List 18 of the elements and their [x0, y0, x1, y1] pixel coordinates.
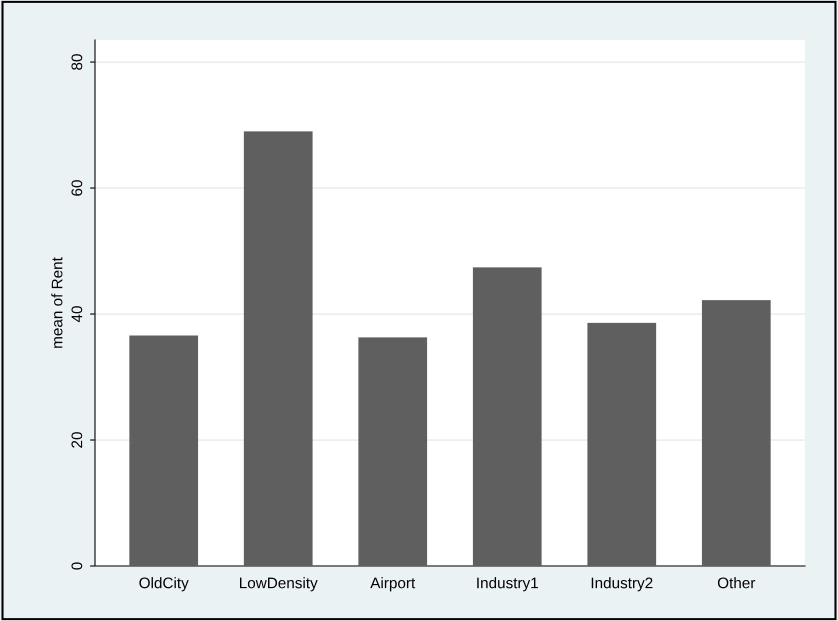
bar [244, 131, 313, 566]
x-tick-label: LowDensity [240, 577, 318, 592]
x-tick-label: Other [718, 577, 756, 588]
bar [472, 267, 542, 566]
bar [587, 322, 656, 566]
y-tick-label: 20 [71, 432, 82, 448]
x-tick-label: Airport [370, 577, 416, 592]
y-tick-label: 60 [71, 180, 82, 196]
bar [129, 335, 198, 566]
bar [358, 337, 428, 566]
x-tick-label: Industry1 [477, 577, 538, 592]
x-tick-label: Industry2 [592, 577, 652, 592]
y-axis-title: mean of Rent [51, 257, 62, 348]
bar [702, 300, 771, 566]
x-tick-label: OldCity [139, 577, 189, 592]
y-tick-label: 80 [71, 54, 82, 70]
y-tick-label: 0 [71, 562, 82, 570]
y-tick-label: 40 [71, 306, 82, 322]
